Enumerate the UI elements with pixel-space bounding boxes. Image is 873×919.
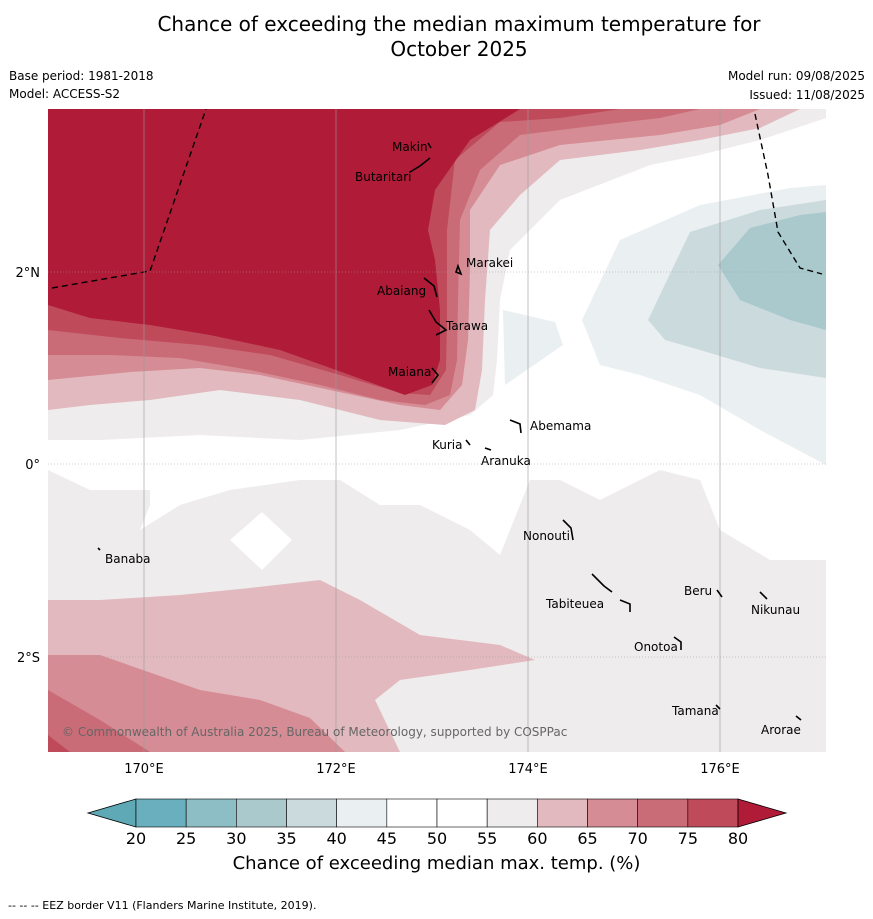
island-butaritari [409, 157, 431, 173]
colorbar-swatch [286, 798, 337, 828]
colorbar-tick-label: 65 [577, 829, 597, 848]
colorbar-tick-label: 60 [527, 829, 547, 848]
colorbar-tick-label: 30 [226, 829, 246, 848]
colorbar-swatch [185, 798, 237, 828]
island-beru [716, 589, 723, 598]
colorbar-swatch [386, 798, 438, 828]
island-outlines [97, 142, 802, 721]
label-kuria: Kuria [432, 438, 463, 452]
issued-date: Issued: 11/08/2025 [749, 88, 865, 102]
island-tarawa [428, 309, 448, 336]
colorbar-tick-label: 75 [678, 829, 698, 848]
copyright-notice: © Commonwealth of Australia 2025, Bureau… [62, 725, 567, 739]
colorbar-swatch [336, 798, 388, 828]
tick-lon-172e: 172°E [316, 762, 356, 777]
tick-lat-2s: 2°S [17, 651, 40, 666]
base-period: Base period: 1981-2018 [9, 69, 154, 83]
colorbar-tick-label: 45 [377, 829, 397, 848]
island-tabiteuea-north [591, 573, 613, 593]
tick-lon-170e: 170°E [124, 762, 164, 777]
label-maiana: Maiana [388, 365, 431, 379]
colorbar-tick-label: 25 [176, 829, 196, 848]
contour-70-south [48, 690, 150, 752]
colorbar-swatch [537, 798, 588, 828]
colorbar-swatch [587, 798, 638, 828]
colorbar-swatch [637, 798, 689, 828]
label-abemama: Abemama [530, 419, 591, 433]
island-nikunau [759, 591, 768, 600]
label-aranuka: Aranuka [481, 454, 531, 468]
island-kuria [465, 439, 471, 446]
island-onotoa [673, 636, 682, 650]
tick-lon-174e: 174°E [508, 762, 548, 777]
eez-border-west [51, 109, 207, 289]
contour-45-small [503, 310, 563, 385]
title-line-1: Chance of exceeding the median maximum t… [157, 12, 761, 36]
island-arorae [795, 715, 802, 721]
label-onotoa: Onotoa [634, 640, 678, 654]
island-maiana [431, 367, 440, 384]
label-beru: Beru [684, 584, 712, 598]
title-line-2: October 2025 [390, 37, 528, 61]
label-tabiteuea: Tabiteuea [545, 597, 604, 611]
place-labels: Makin Butaritari Marakei Abaiang Tarawa … [105, 140, 801, 737]
colorbar-swatch [236, 798, 287, 828]
label-nikunau: Nikunau [751, 603, 800, 617]
colorbar-tick-label: 80 [728, 829, 748, 848]
label-banaba: Banaba [105, 552, 151, 566]
colorbar-swatch [135, 798, 187, 828]
label-arorae: Arorae [761, 723, 801, 737]
tick-lon-176e: 176°E [700, 762, 740, 777]
colorbar-extend-low [86, 798, 137, 828]
colorbar-tick-label: 55 [477, 829, 497, 848]
eez-footer-note: -- -- -- EEZ border V11 (Flanders Marine… [8, 899, 317, 912]
island-tamana [715, 704, 721, 710]
island-nonouti [562, 519, 574, 541]
island-makin [427, 142, 432, 149]
graticule [48, 109, 826, 752]
colorbar-tick-label: 20 [126, 829, 146, 848]
label-nonouti: Nonouti [523, 529, 570, 543]
contour-pocket [230, 512, 292, 570]
colorbar-swatch [687, 798, 739, 828]
island-banaba [97, 547, 101, 551]
tick-lat-0: 0° [25, 458, 40, 473]
colorbar-tick-label: 35 [276, 829, 296, 848]
island-tabiteuea-south [619, 599, 631, 612]
label-tamana: Tamana [671, 704, 719, 718]
model-run: Model run: 09/08/2025 [727, 69, 865, 83]
colorbar-tick-label: 70 [627, 829, 647, 848]
tick-lat-2n: 2°N [16, 266, 41, 281]
colorbar-label: Chance of exceeding median max. temp. (%… [232, 853, 641, 874]
island-abaiang [423, 277, 438, 298]
contour-80-north [48, 109, 520, 395]
chart-title: Chance of exceeding the median maximum t… [0, 12, 873, 62]
colorbar-extend-high [737, 798, 788, 828]
island-marakei [455, 263, 463, 276]
model-name: Model: ACCESS-S2 [9, 87, 121, 101]
colorbar: 20 25 30 35 40 45 50 55 60 65 70 75 80 [86, 798, 788, 848]
label-makin: Makin [392, 140, 428, 154]
island-abemama [509, 419, 522, 434]
contour-35-east [718, 212, 826, 330]
label-tarawa: Tarawa [445, 319, 488, 333]
eez-border-east [754, 113, 823, 275]
colorbar-swatch [486, 798, 538, 828]
colorbar-tick-label: 40 [326, 829, 346, 848]
label-abaiang: Abaiang [377, 284, 426, 298]
contour-fields [48, 109, 826, 752]
contour-75-south [48, 735, 70, 752]
island-aranuka [484, 447, 492, 451]
label-marakei: Marakei [466, 256, 513, 270]
axis-ticks: 170°E 172°E 174°E 176°E 2°N 0° 2°S [16, 266, 740, 777]
label-butaritari: Butaritari [355, 170, 412, 184]
colorbar-tick-label: 50 [427, 829, 447, 848]
colorbar-swatch [436, 798, 488, 828]
contour-65-south [48, 655, 345, 752]
